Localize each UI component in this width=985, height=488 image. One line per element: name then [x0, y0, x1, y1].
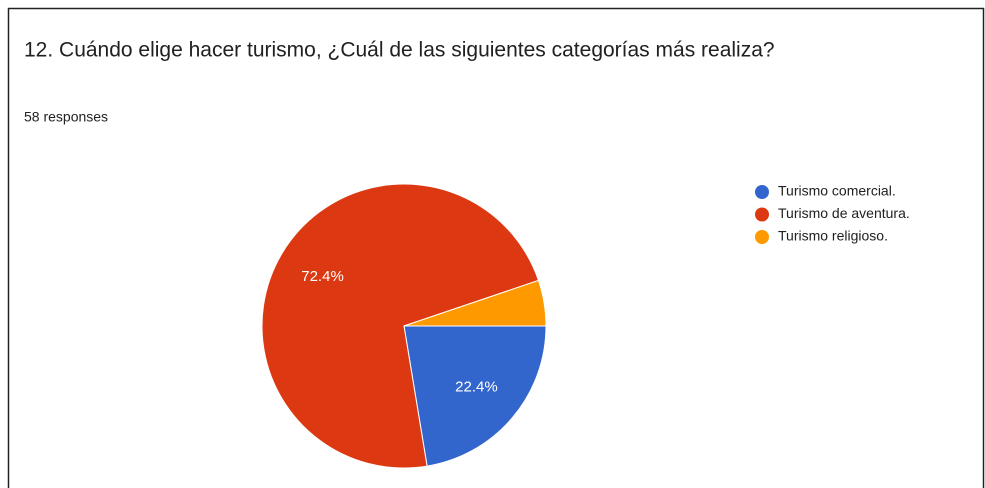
slice-label: 22.4%: [455, 378, 498, 395]
slice-label: 72.4%: [301, 268, 344, 285]
pie-slice: [403, 279, 547, 327]
legend-swatch: [755, 230, 769, 244]
legend-label: Turismo comercial.: [778, 183, 896, 199]
responses-count: 58 responses: [24, 109, 108, 125]
chart-title: 12. Cuándo elige hacer turismo, ¿Cuál de…: [24, 39, 775, 62]
legend-label: Turismo religioso.: [778, 228, 888, 244]
legend-label: Turismo de aventura.: [778, 205, 910, 221]
legend-swatch: [755, 185, 769, 199]
pie-slice: [403, 325, 547, 467]
legend-swatch: [755, 207, 769, 222]
pie-slice: [261, 183, 540, 469]
